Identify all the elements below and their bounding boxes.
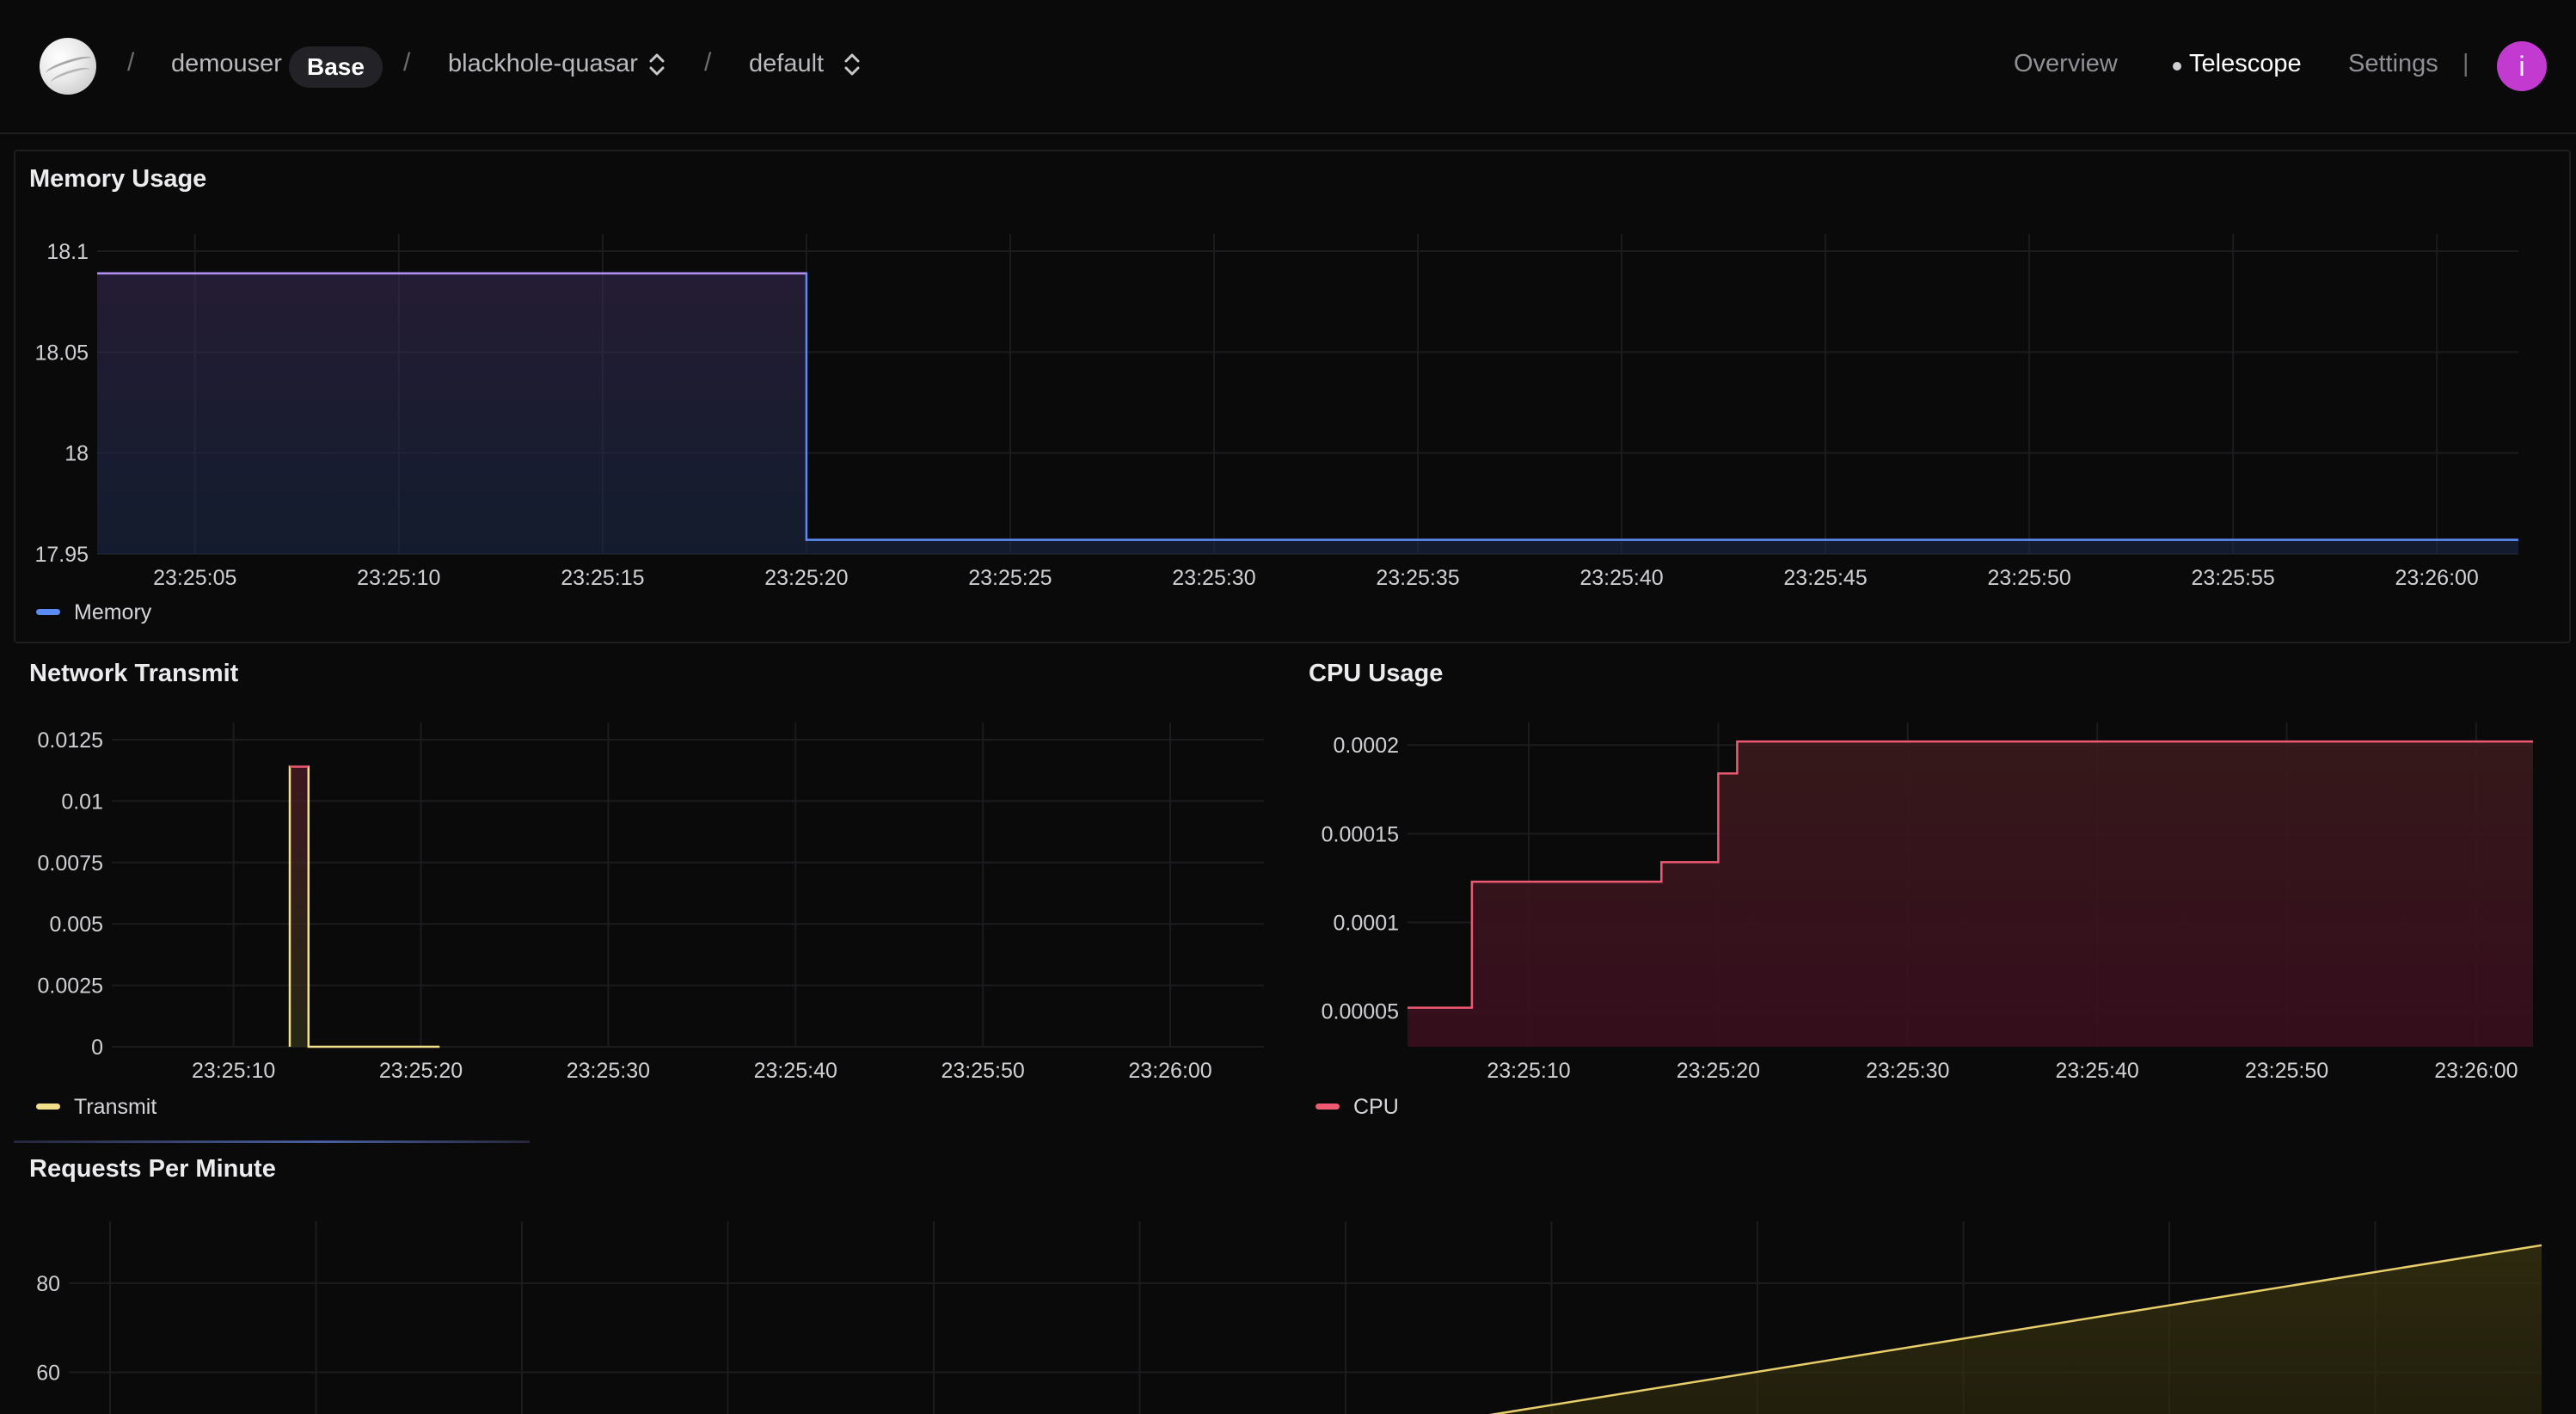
section-divider xyxy=(14,1140,530,1143)
nav-telescope[interactable]: Telescope xyxy=(2189,50,2302,77)
requests-y-tick: 60 xyxy=(36,1362,60,1386)
memory-y-tick: 18 xyxy=(64,442,89,466)
requests-y-tick: 80 xyxy=(36,1272,60,1296)
nav-divider: | xyxy=(2463,50,2469,77)
network-y-tick: 0.0075 xyxy=(38,851,103,876)
logo-icon[interactable] xyxy=(40,38,96,95)
cpu-y-tick: 0.0001 xyxy=(1334,912,1399,936)
network-x-tick: 23:25:40 xyxy=(754,1059,837,1083)
memory-x-tick: 23:26:00 xyxy=(2395,566,2479,590)
memory-legend-swatch xyxy=(36,608,60,615)
requests-chart: 406080 xyxy=(36,1221,2542,1414)
avatar[interactable]: i xyxy=(2497,41,2547,91)
project-switcher-chevron-icon[interactable] xyxy=(647,50,666,79)
memory-x-tick: 23:25:25 xyxy=(968,566,1052,590)
cpu-x-tick: 23:25:40 xyxy=(2055,1059,2138,1083)
requests-title: Requests Per Minute xyxy=(29,1155,276,1183)
network-y-tick: 0.005 xyxy=(49,913,103,937)
cpu-chart: 0.00005 0.0001 0.00015 0.0002 23:25:10 23:25:… xyxy=(1322,722,2533,1083)
breadcrumb-separator: / xyxy=(127,48,135,77)
memory-series-area xyxy=(97,273,2518,554)
nav-settings[interactable]: Settings xyxy=(2348,50,2438,77)
cpu-legend-label: CPU xyxy=(1353,1095,1399,1119)
cpu-x-tick: 23:25:30 xyxy=(1866,1059,1949,1083)
nav-overview[interactable]: Overview xyxy=(2014,50,2118,77)
memory-y-tick: 18.1 xyxy=(46,240,89,264)
breadcrumb-separator: / xyxy=(704,48,712,77)
memory-legend[interactable]: Memory xyxy=(36,600,151,625)
memory-chart: 17.95 18 18.05 18.1 23:25:05 23:25:10 23:25:15… xyxy=(34,234,2518,590)
memory-x-tick: 23:25:05 xyxy=(153,566,236,590)
environment-switcher-chevron-icon[interactable] xyxy=(843,50,862,79)
network-y-tick: 0.0125 xyxy=(38,729,103,753)
network-x-tick: 23:26:00 xyxy=(1128,1059,1211,1083)
cpu-legend[interactable]: CPU xyxy=(1316,1095,1399,1120)
memory-y-tick: 17.95 xyxy=(34,543,89,567)
memory-y-tick: 18.05 xyxy=(34,341,89,365)
network-y-tick: 0.01 xyxy=(61,790,103,814)
memory-x-tick: 23:25:10 xyxy=(357,566,440,590)
cpu-series-line xyxy=(1408,740,2533,1009)
breadcrumb-environment[interactable]: default xyxy=(749,50,825,77)
cpu-series-area xyxy=(1408,741,2533,1047)
cpu-x-tick: 23:25:20 xyxy=(1677,1059,1760,1083)
memory-panel xyxy=(14,150,2571,643)
network-title: Network Transmit xyxy=(29,660,239,687)
active-dot-icon xyxy=(2173,62,2181,71)
network-legend-label: Transmit xyxy=(74,1095,157,1119)
network-x-tick: 23:25:50 xyxy=(941,1059,1025,1083)
memory-x-tick: 23:25:45 xyxy=(1783,566,1867,590)
requests-series-line xyxy=(1489,1244,2542,1414)
network-series-line xyxy=(288,765,440,1048)
requests-series-area xyxy=(1495,1245,2542,1414)
cpu-y-tick: 0.00005 xyxy=(1322,1000,1399,1024)
breadcrumb-project[interactable]: blackhole-quasar xyxy=(448,50,638,77)
network-x-tick: 23:25:10 xyxy=(192,1059,275,1083)
memory-title: Memory Usage xyxy=(29,165,207,193)
cpu-x-tick: 23:26:00 xyxy=(2434,1059,2518,1083)
plan-badge: Base xyxy=(289,46,383,88)
cpu-y-tick: 0.00015 xyxy=(1322,822,1399,846)
memory-x-tick: 23:25:15 xyxy=(561,566,644,590)
cpu-title: CPU Usage xyxy=(1309,660,1444,687)
cpu-y-tick: 0.0002 xyxy=(1334,734,1399,758)
network-series-area xyxy=(290,766,440,1047)
memory-x-tick: 23:25:50 xyxy=(1987,566,2070,590)
network-legend[interactable]: Transmit xyxy=(36,1095,156,1120)
memory-x-tick: 23:25:35 xyxy=(1376,566,1459,590)
network-y-tick: 0.0025 xyxy=(38,974,103,999)
memory-legend-label: Memory xyxy=(74,600,152,624)
cpu-legend-swatch xyxy=(1316,1103,1340,1110)
memory-x-tick: 23:25:55 xyxy=(2191,566,2274,590)
top-bar: / demouser Base / blackhole-quasar / def… xyxy=(0,0,2576,134)
memory-x-tick: 23:25:40 xyxy=(1579,566,1663,590)
memory-x-tick: 23:25:30 xyxy=(1172,566,1255,590)
memory-x-tick: 23:25:20 xyxy=(764,566,848,590)
breadcrumb-user[interactable]: demouser xyxy=(171,50,282,77)
network-legend-swatch xyxy=(36,1103,60,1110)
cpu-x-tick: 23:25:10 xyxy=(1487,1059,1570,1083)
network-x-tick: 23:25:30 xyxy=(567,1059,650,1083)
network-chart: 0 0.0025 0.005 0.0075 0.01 0.0125 23:25:10 23:2… xyxy=(38,722,1264,1083)
cpu-x-tick: 23:25:50 xyxy=(2245,1059,2328,1083)
breadcrumb-separator: / xyxy=(403,48,411,77)
network-x-tick: 23:25:20 xyxy=(379,1059,463,1083)
network-y-tick: 0 xyxy=(91,1036,103,1060)
